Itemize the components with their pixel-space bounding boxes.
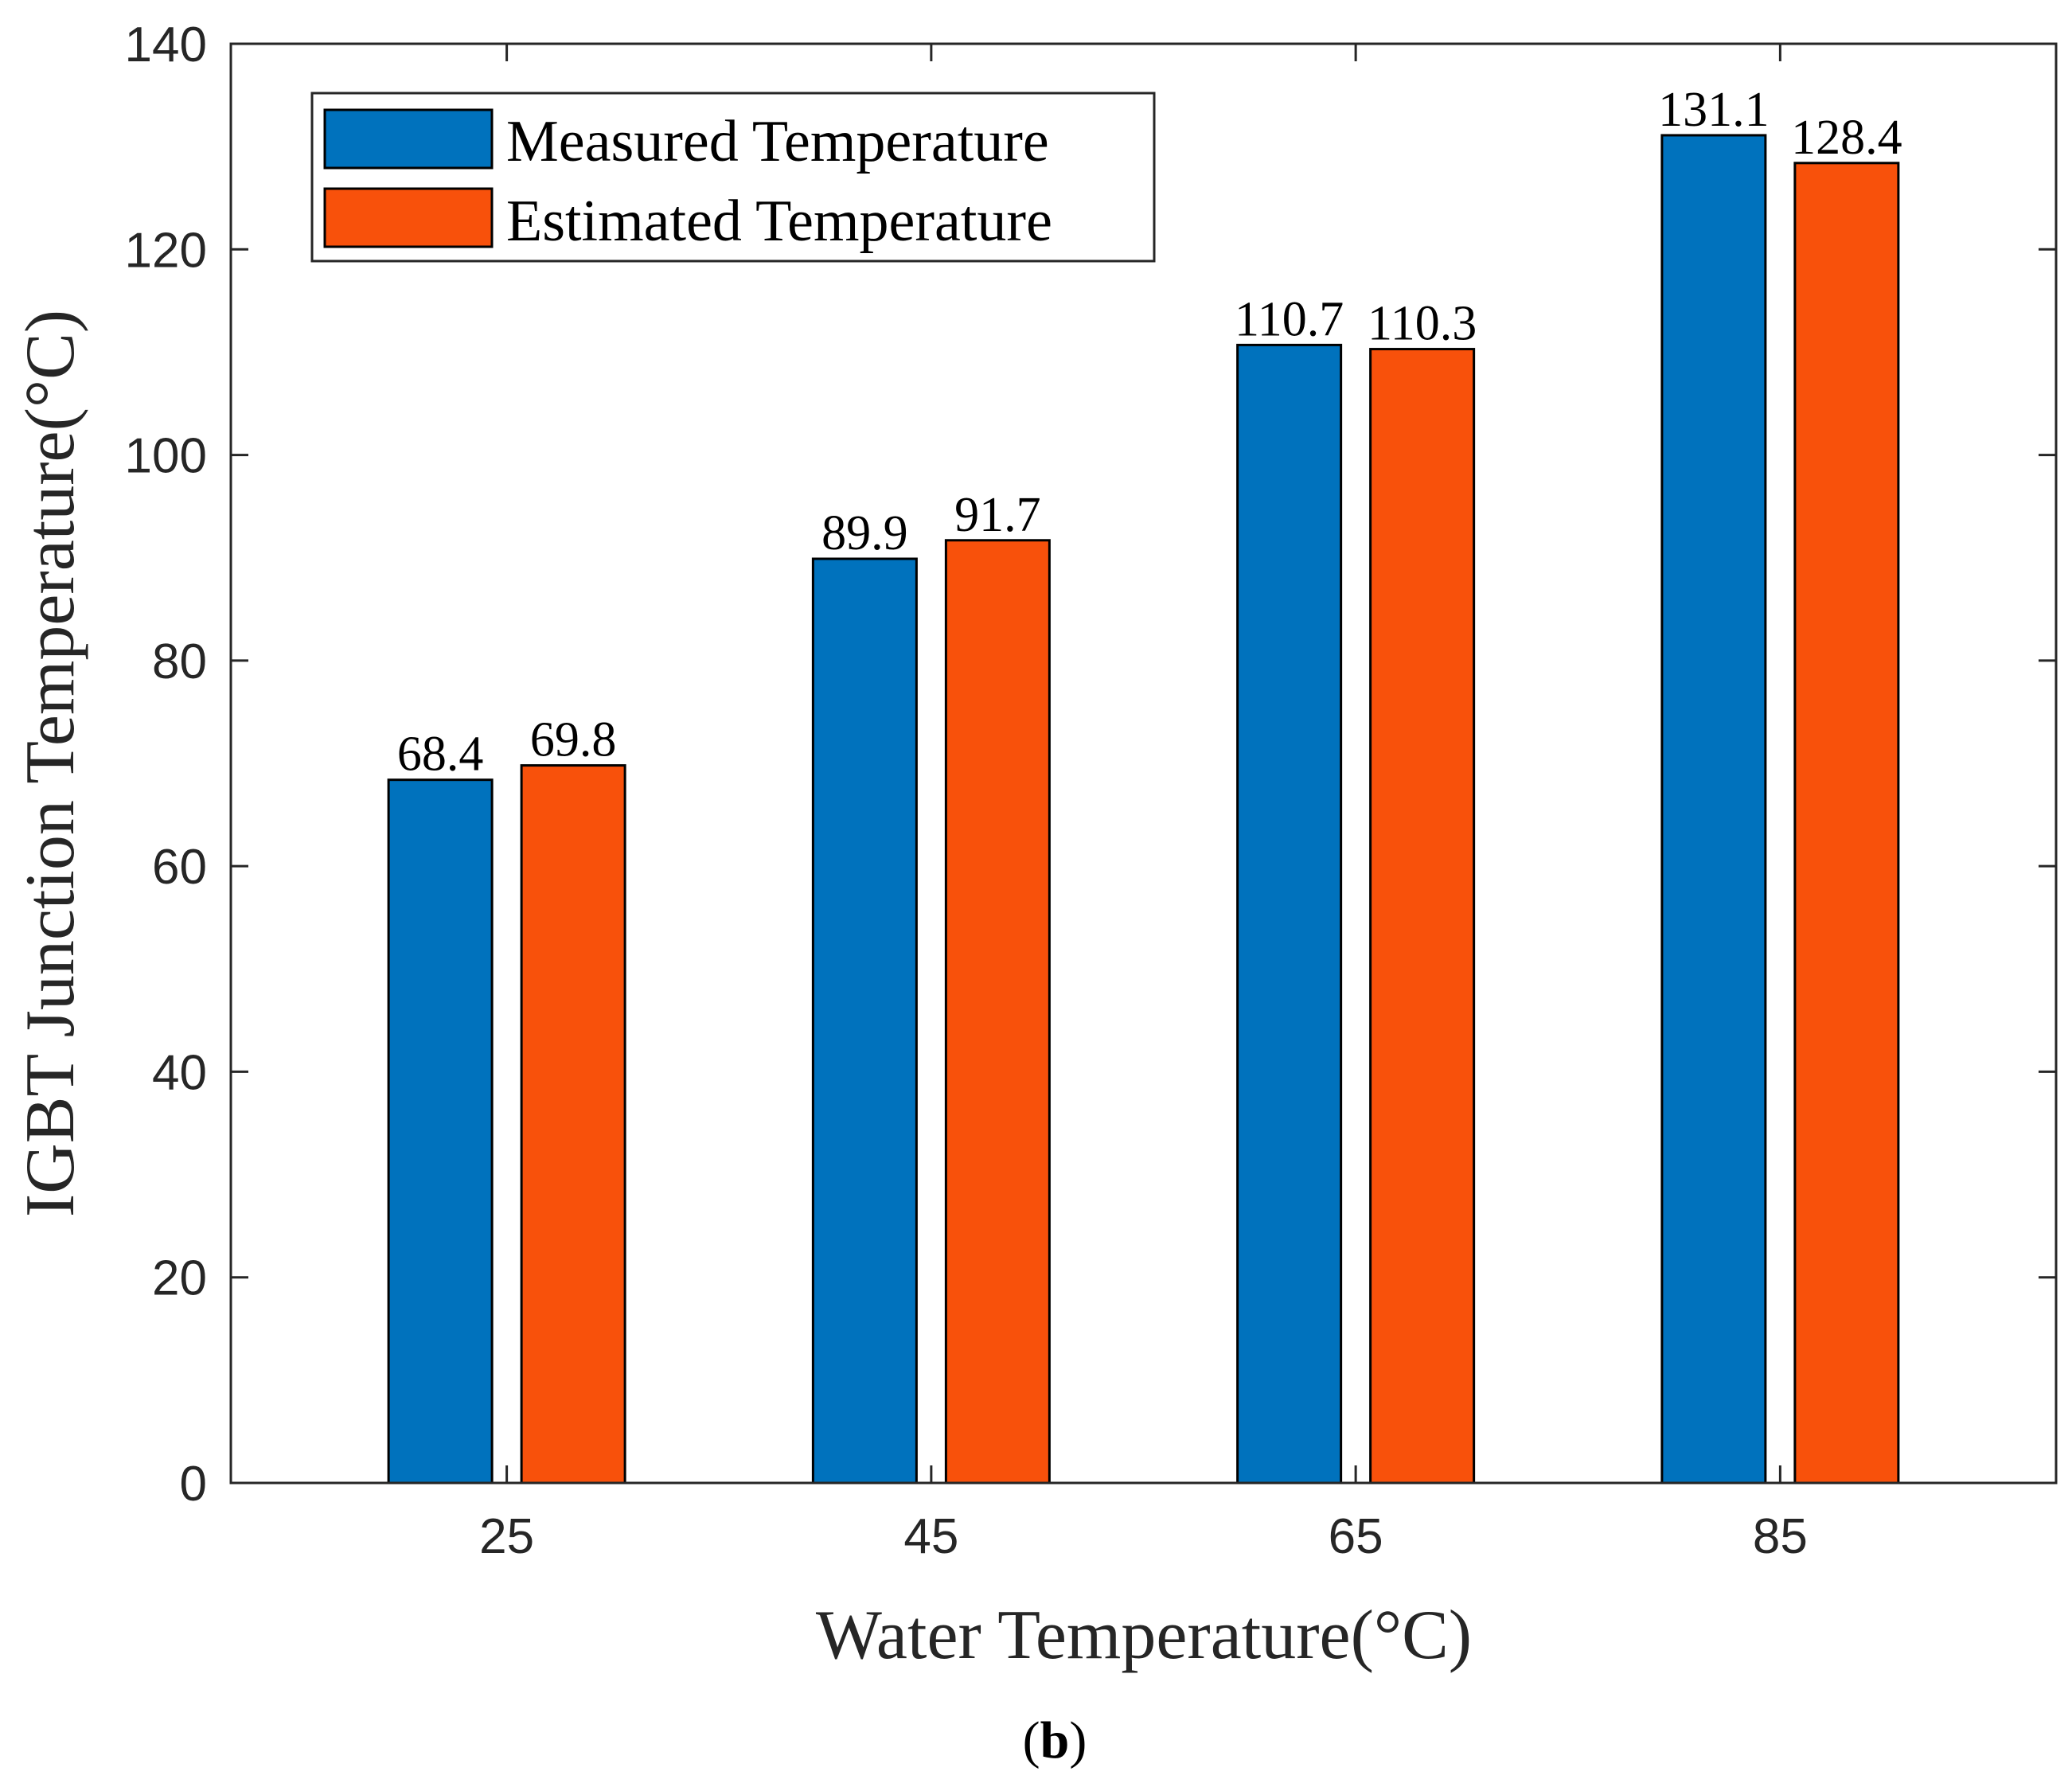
legend-swatch-measured [323,108,494,170]
legend-label-measured: Measured Temperature [506,109,1049,174]
ticks-layer: 0 20 40 60 80 100 120 140 25 45 65 85 [125,18,2056,1564]
data-label-measured-85: 131.1 [1658,83,1770,137]
data-label-estimated-65: 110.3 [1368,297,1477,351]
y-tick-label: 40 [152,1045,207,1100]
x-tick-label: 45 [903,1509,958,1564]
bars-layer [387,134,1900,1485]
y-tick-label: 20 [152,1251,207,1306]
data-labels-layer: 68.4 89.9 110.7 131.1 69.8 91.7 110.3 128.4 [397,83,1902,782]
bar-estimated-25 [520,764,626,1485]
data-label-estimated-25: 69.8 [530,713,617,767]
legend-label-estimated: Estimated Temperature [506,189,1052,254]
bar-estimated-45 [944,539,1051,1485]
plot-area-frame [229,42,2058,1485]
x-tick-label: 25 [479,1509,534,1564]
data-label-measured-65: 110.7 [1235,292,1344,346]
bar-estimated-85 [1793,162,1900,1485]
data-label-measured-45: 89.9 [821,506,908,560]
legend-swatch-estimated [323,187,494,248]
y-axis-title: IGBT Junction Temperature(°C) [12,310,89,1217]
x-tick-label: 65 [1329,1509,1383,1564]
bar-measured-25 [387,778,494,1485]
bar-estimated-65 [1369,348,1476,1485]
y-tick-label: 140 [125,18,207,72]
x-axis-title: Water Temperature(°C) [816,1597,1472,1674]
y-tick-label: 0 [180,1457,207,1512]
y-tick-label: 100 [125,429,207,484]
data-label-measured-25: 68.4 [397,728,484,782]
y-tick-label: 80 [152,634,207,689]
bar-measured-85 [1660,134,1767,1485]
bar-measured-45 [811,557,918,1485]
legend: Measured Temperature Estimated Temperatu… [310,92,1156,263]
y-tick-label: 60 [152,840,207,895]
y-tick-label: 120 [125,223,207,278]
bar-measured-65 [1236,343,1343,1485]
x-tick-label: 85 [1753,1509,1808,1564]
data-label-estimated-45: 91.7 [954,488,1041,542]
data-label-estimated-85: 128.4 [1791,111,1902,165]
panel-label: (b) [1023,1711,1087,1769]
